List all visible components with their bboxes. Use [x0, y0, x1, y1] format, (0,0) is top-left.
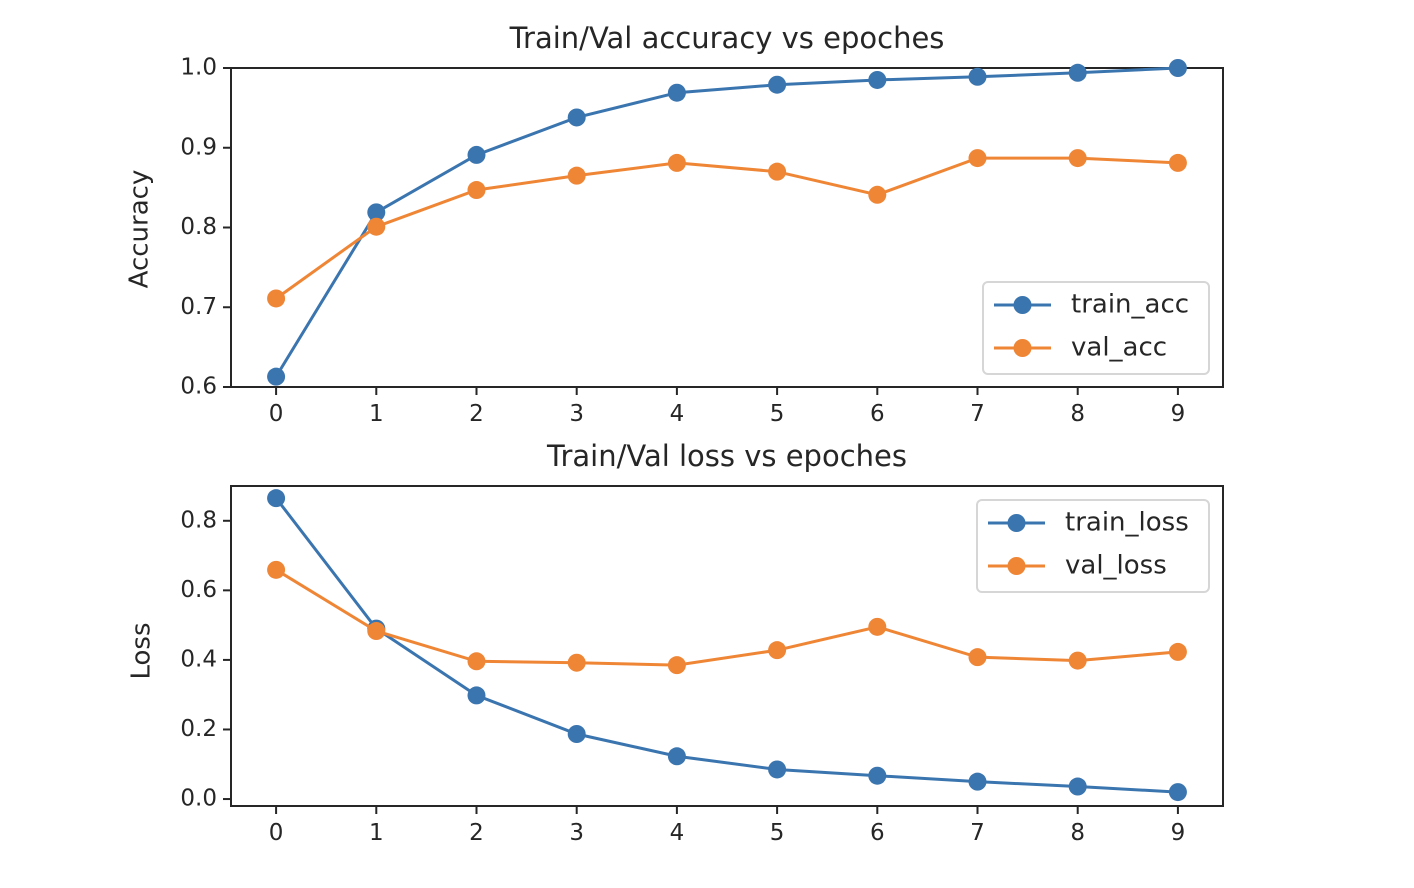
data-point	[868, 70, 887, 89]
data-point	[1068, 149, 1087, 168]
chart-title: Train/Val accuracy vs epoches	[509, 21, 945, 55]
data-point	[868, 617, 887, 636]
y-tick-label: 0.6	[180, 577, 217, 603]
data-point	[267, 367, 286, 386]
y-axis-label: Loss	[127, 622, 157, 679]
data-point	[1168, 783, 1187, 802]
x-tick-label: 5	[770, 820, 785, 846]
x-tick-label: 1	[369, 401, 384, 427]
data-point	[467, 145, 486, 164]
x-tick-label: 8	[1070, 401, 1085, 427]
chart-panel-1: Train/Val accuracy vs epoches 0 1 2 3 4 5 6 7 8 9 0…	[125, 21, 1224, 427]
data-point	[667, 83, 686, 102]
data-point	[467, 686, 486, 705]
legend-marker	[1013, 296, 1032, 314]
series-line	[275, 568, 1179, 667]
x-tick-label: 7	[970, 820, 985, 846]
data-point	[667, 153, 686, 172]
data-point	[968, 149, 987, 168]
y-tick-label: 0.7	[180, 294, 217, 320]
chart-panel-2: Train/Val loss vs epoches 0 1 2 3 4 5 6 7 8 9 0.0 0.…	[127, 439, 1224, 846]
data-point	[1168, 59, 1187, 77]
data-point	[768, 75, 787, 94]
data-point	[367, 217, 386, 236]
data-point	[467, 181, 486, 200]
x-tick-label: 0	[269, 401, 284, 427]
series-line	[274, 497, 1178, 794]
data-point	[267, 560, 286, 579]
data-point	[567, 725, 586, 743]
legend-label: val_loss	[1065, 551, 1167, 581]
y-tick-label: 0.8	[180, 507, 217, 533]
plot-frame	[230, 485, 1224, 807]
x-tick-label: 1	[369, 820, 384, 846]
data-point	[968, 648, 987, 667]
data-point	[1168, 642, 1187, 661]
data-point	[367, 622, 386, 641]
y-tick-label: 0.6	[180, 374, 217, 400]
series-train_acc	[267, 59, 1187, 386]
x-tick-label: 4	[670, 820, 685, 846]
series-val_acc	[267, 149, 1187, 308]
data-point	[1068, 63, 1087, 82]
x-tick-label: 0	[269, 820, 284, 846]
data-point	[567, 653, 586, 672]
y-tick-label: 0.0	[180, 786, 217, 812]
legend-marker	[1013, 339, 1032, 357]
data-point	[467, 652, 486, 671]
data-point	[768, 162, 787, 181]
data-point	[667, 747, 686, 766]
y-tick-label: 0.4	[180, 646, 217, 672]
y-tick-label: 0.8	[180, 214, 217, 240]
chart-title: Train/Val loss vs epoches	[546, 439, 907, 473]
x-tick-label: 9	[1171, 820, 1186, 846]
data-point	[968, 772, 987, 791]
y-axis-label: Accuracy	[125, 170, 155, 289]
x-tick-label: 5	[770, 401, 785, 427]
y-tick-label: 0.9	[180, 134, 217, 160]
data-point	[1168, 153, 1187, 172]
legend: train_acc val_acc	[982, 281, 1210, 375]
series-val_loss	[267, 560, 1187, 675]
legend: train_loss val_loss	[976, 499, 1210, 593]
x-tick-label: 6	[870, 820, 885, 846]
series-line	[274, 66, 1178, 378]
data-point	[868, 766, 887, 785]
data-point	[667, 656, 686, 675]
legend-marker	[1007, 514, 1026, 532]
legend-marker	[1007, 557, 1026, 575]
data-point	[567, 166, 586, 185]
y-tick-label: 1.0	[180, 55, 217, 81]
x-tick-label: 4	[670, 401, 685, 427]
data-point	[768, 760, 787, 779]
y-tick-label: 0.2	[180, 716, 217, 742]
data-point	[567, 108, 586, 127]
x-tick-label: 7	[970, 401, 985, 427]
legend-label: train_loss	[1065, 508, 1189, 538]
data-point	[267, 289, 286, 308]
x-tick-label: 3	[569, 401, 584, 427]
data-point	[768, 641, 787, 660]
data-point	[968, 67, 987, 86]
series-line	[275, 156, 1178, 300]
x-tick-label: 2	[469, 820, 484, 846]
x-tick-label: 3	[569, 820, 584, 846]
x-tick-label: 9	[1171, 401, 1186, 427]
data-point	[1068, 651, 1087, 670]
x-tick-label: 2	[469, 401, 484, 427]
data-point	[868, 185, 887, 204]
data-point	[267, 489, 286, 508]
legend-label: val_acc	[1071, 333, 1167, 363]
legend-label: train_acc	[1071, 290, 1189, 320]
x-tick-label: 6	[870, 401, 885, 427]
data-point	[1068, 777, 1087, 796]
data-point	[367, 203, 386, 222]
x-tick-label: 8	[1070, 820, 1085, 846]
